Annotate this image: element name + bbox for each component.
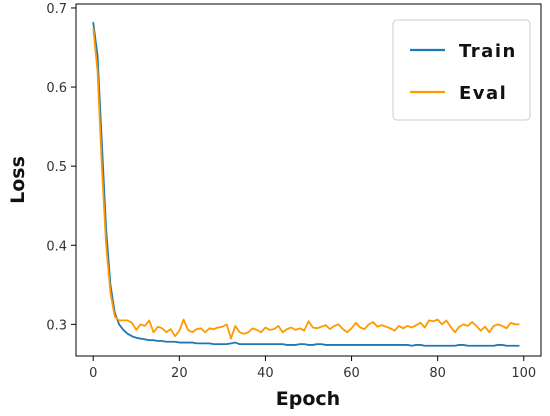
legend-box [392,19,531,121]
x-axis-ticks: 0 20 40 60 80 100 [89,356,536,381]
x-tick-label: 40 [257,366,274,381]
legend-label-eval: Eval [459,83,507,104]
x-tick-label: 0 [89,366,97,381]
y-axis-ticks: 0.3 0.4 0.5 0.6 0.7 [46,2,76,333]
series-line-eval [92,27,520,340]
legend: Train Eval [392,19,531,121]
x-tick-label: 80 [429,366,446,381]
x-tick-label: 60 [343,366,360,381]
y-tick-label: 0.5 [46,160,67,175]
series-lines [92,22,520,347]
y-tick-label: 0.3 [46,318,67,333]
x-tick-label: 20 [171,366,188,381]
legend-label-train: Train [459,41,517,62]
x-axis-title: Epoch [276,388,340,410]
x-tick-label: 100 [511,366,536,381]
series-line-train [92,22,520,347]
y-axis-title: Loss [7,156,29,204]
y-tick-label: 0.7 [46,2,67,17]
y-tick-label: 0.4 [46,239,67,254]
y-tick-label: 0.6 [46,81,67,96]
